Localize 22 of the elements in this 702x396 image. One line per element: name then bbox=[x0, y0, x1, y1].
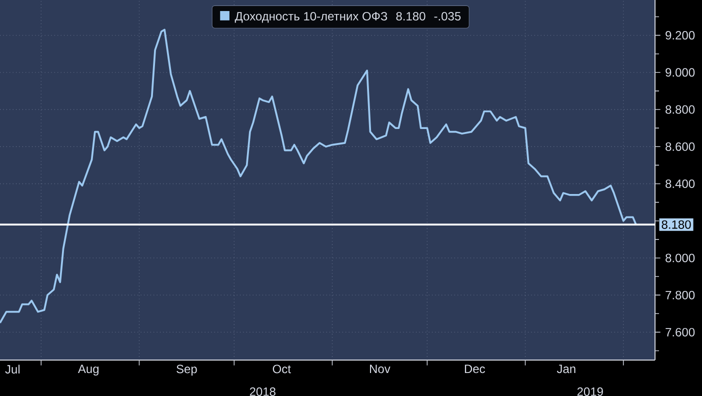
legend-label: Доходность 10-летних ОФЗ bbox=[234, 12, 388, 23]
y-tick-label: 8.600 bbox=[666, 142, 695, 151]
x-tick-label: Jan bbox=[556, 364, 576, 374]
y-tick-label: 8.800 bbox=[666, 105, 695, 114]
line-series bbox=[0, 28, 637, 324]
x-tick-label: Jul bbox=[5, 364, 20, 374]
y-tick-label: 9.200 bbox=[666, 31, 695, 40]
ref-line-label: 8.180 bbox=[662, 220, 691, 229]
annotation: 8.180 bbox=[396, 12, 426, 20]
y-tick-label: 7.600 bbox=[666, 328, 695, 336]
text: 2019 bbox=[577, 387, 603, 396]
x-tick-label: Aug bbox=[78, 364, 98, 376]
y-tick-label: 8.400 bbox=[666, 179, 695, 188]
y-tick-label: 8.000 bbox=[666, 254, 695, 262]
text: 2018 bbox=[250, 387, 276, 396]
x-tick-label: Sep bbox=[176, 364, 197, 376]
x-tick-label: Dec bbox=[464, 364, 485, 374]
x-tick-label: Nov bbox=[370, 364, 390, 374]
annotation: -.035 bbox=[434, 12, 461, 20]
x-tick-label: Oct bbox=[272, 364, 291, 374]
y-tick-label: 7.800 bbox=[666, 290, 695, 300]
y-tick-label: 9.000 bbox=[666, 68, 695, 77]
